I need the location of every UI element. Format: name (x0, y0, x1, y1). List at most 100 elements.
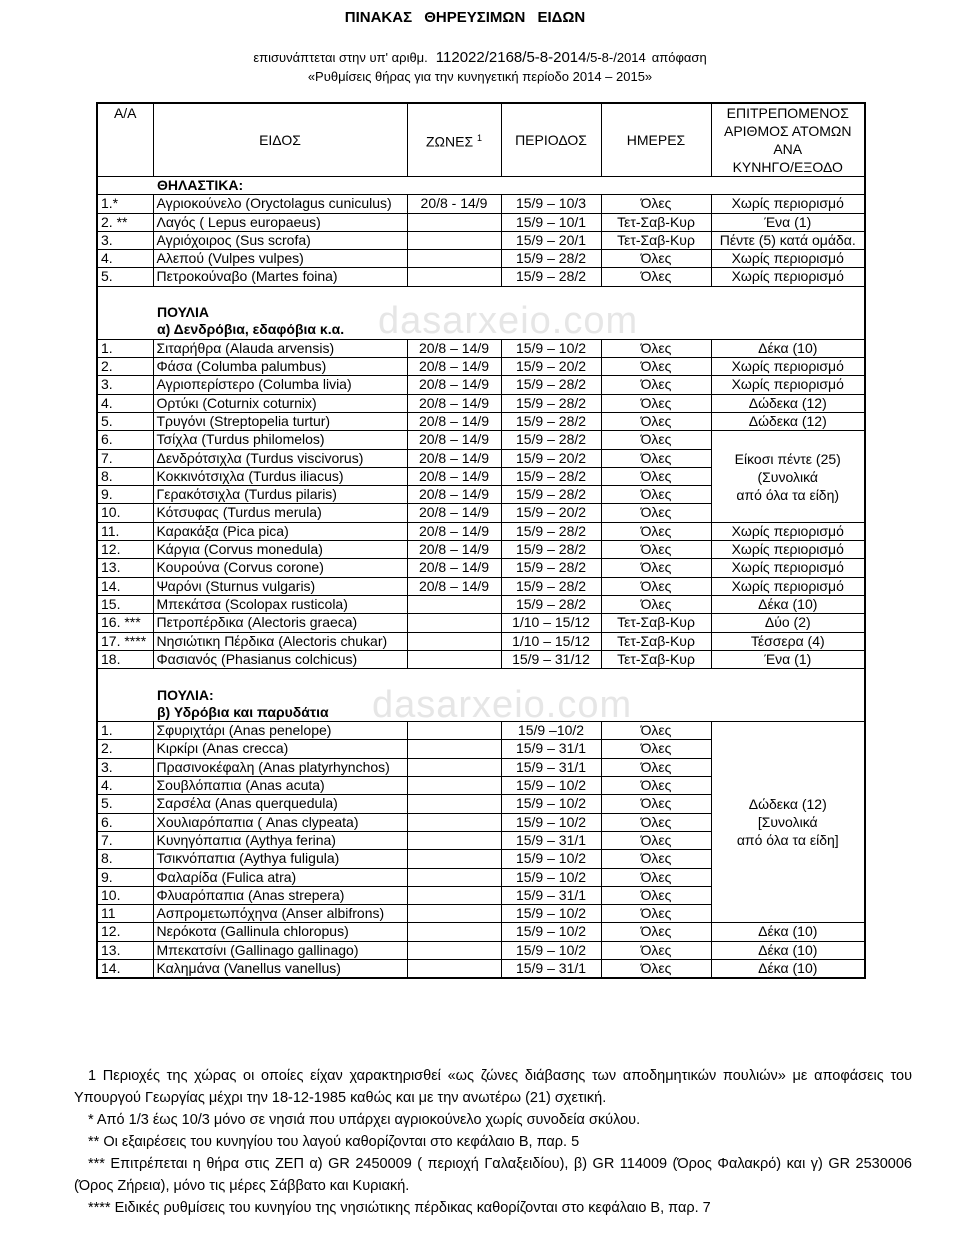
cell-text: Κυνηγόπαπια (Aythya ferina) (156, 831, 336, 848)
cell-text: 1.* (101, 195, 119, 212)
table-row: 4. Ορτύκι (Coturnix coturnix) 20/8 – 14/9 1… (96, 393, 866, 413)
days: Όλες (600, 338, 712, 359)
cell-text: 15/9 – 28/2 (515, 522, 587, 539)
cell-text: 18. (101, 650, 121, 667)
days: Όλες (600, 739, 712, 759)
text-line: ΑΡΙΘΜΟΣ ΑΤΟΜΩΝ (723, 123, 852, 139)
zones (406, 230, 502, 251)
species: Ορτύκι (Coturnix coturnix) (152, 393, 408, 413)
cell-text: Όλες (640, 923, 672, 940)
table-row: 3. Αγριοπερίστερο (Columba livia) 20/8 – 1… (96, 375, 866, 395)
period: 15/9 – 31/1 (500, 757, 602, 778)
cell-text: Όλες (640, 339, 672, 356)
cell-text: Όλες (640, 358, 672, 375)
cell-text: 20/8 – 14/9 (418, 339, 490, 356)
table-row: 15. Μπεκάτσα (Scolopax rusticola) 15/9 – 2… (96, 594, 866, 615)
row-number: 9. (96, 485, 154, 505)
zones: 20/8 – 14/9 (406, 357, 502, 377)
zones (406, 739, 502, 759)
cell-text: Καρακάξα (Pica pica) (156, 522, 289, 539)
days: Όλες (600, 357, 712, 377)
cell-text: Χωρίς περιορισμό (731, 577, 844, 594)
cell-text: 15/9 –10/2 (517, 722, 585, 739)
cell-text: Δώδεκα (12) (748, 394, 827, 411)
cell-text: Δύο (2) (764, 614, 811, 631)
species: Κυνηγόπαπια (Aythya ferina) (152, 830, 408, 851)
cell-text: 20/8 – 14/9 (418, 559, 490, 576)
cell-text: 7. (101, 449, 113, 466)
row-number: 1. (96, 721, 154, 741)
table-row: 8. Κοκκινότσιχλα (Turdus iliacus) 20/8 – 1… (96, 466, 865, 487)
header-cell: Α/Α (96, 102, 154, 177)
cell-text: Σαρσέλα (Anas querquedula) (156, 795, 338, 812)
cell-text: Δέκα (10) (758, 595, 818, 612)
subtitle-text: επισυνάπτεται στην υπ' αριθμ. (253, 50, 428, 65)
row-number: 14. (96, 958, 154, 979)
zones: 20/8 – 14/9 (406, 448, 502, 468)
row-number: 11. (96, 521, 154, 542)
cell-text: 15/9 – 28/2 (515, 376, 587, 393)
species: Χουλιαρόπαπια ( Anas clypeata) (152, 812, 408, 832)
species: Ασπρομετωπόχηνα (Anser albifrons) (152, 904, 408, 924)
row-number: 1. (96, 338, 154, 359)
row-number: 5. (96, 794, 154, 814)
row-number: 16. *** (96, 613, 154, 633)
days: Όλες (600, 812, 712, 832)
days: Όλες (600, 885, 712, 906)
cell-text: 20/8 – 14/9 (418, 376, 490, 393)
footnote: * Από 1/3 έως 10/3 μόνο σε νησιά που υπά… (88, 1112, 641, 1128)
period: 15/9 – 28/2 (500, 466, 602, 487)
zones (406, 631, 502, 651)
days: Όλες (600, 249, 712, 269)
species: Πετροκούναβο (Martes foina) (152, 267, 408, 287)
cell-text: Δέκα (10) (758, 959, 818, 976)
period: 15/9 – 28/2 (500, 521, 602, 542)
cell-text: 15/9 – 28/2 (515, 268, 587, 285)
days: Όλες (600, 940, 712, 960)
cell-text: 5. (101, 268, 113, 285)
text-line: Δώδεκα (12) (748, 796, 827, 813)
cell-text: Λαγός ( Lepus europaeus) (156, 213, 321, 230)
table-row: 2. Κιρκίρι (Anas crecca) 15/9 – 31/1 Όλες (96, 739, 865, 759)
cell-text: Αγριόχοιρος (Sus scrofa) (156, 231, 311, 248)
days: Όλες (600, 411, 712, 432)
limit: Δέκα (10) (710, 594, 866, 615)
text-line: β) Υδρόβια και παρυδάτια (157, 703, 329, 720)
cell-text: 20/8 – 14/9 (418, 394, 490, 411)
cell-text: 4. (101, 250, 113, 267)
cell-text: Όλες (640, 905, 672, 922)
species: Πετροπέρδικα (Alectoris graeca) (152, 613, 408, 633)
zones: 20/8 - 14/9 (406, 194, 502, 214)
cell-text: Πέντε (5) κατά ομάδα. (719, 231, 856, 248)
days: Τετ-Σαβ-Κυρ (600, 212, 712, 232)
cell-text: Όλες (640, 541, 672, 558)
cell-text: 15/9 – 10/1 (515, 213, 587, 230)
cell-text: Φλυαρόπαπια (Anas strepera) (156, 886, 345, 903)
cell-text: Όλες (640, 795, 672, 812)
period: 15/9 – 20/2 (500, 503, 602, 523)
cell-text: 15/9 – 28/2 (515, 541, 587, 558)
table-row: 5. Πετροκούναβο (Martes foina) 15/9 – 28/2… (96, 267, 866, 287)
species: Κουρούνα (Corvus corone) (152, 558, 408, 578)
cell-text: 15/9 – 10/2 (515, 339, 587, 356)
species: Κοκκινότσιχλα (Turdus iliacus) (152, 466, 408, 487)
cell-text: Κοκκινότσιχλα (Turdus iliacus) (156, 467, 344, 484)
table-body: ΘΗΛΑΣΤΙΚΑ: 1.* Αγριοκούνελο (Oryctolagus c… (96, 175, 866, 979)
days: Όλες (600, 904, 712, 924)
cell-text: ΠΕΡΙΟΔΟΣ (515, 132, 587, 148)
zones (406, 613, 502, 633)
cell-text: 15/9 – 10/2 (515, 941, 587, 958)
cell-text: 6. (101, 813, 113, 830)
subtitle-text: απόφαση (651, 50, 707, 65)
cell-text: 9. (101, 868, 113, 885)
period: 15/9 – 10/2 (500, 776, 602, 796)
species: Τσίχλα (Turdus philomelos) (152, 430, 408, 450)
zones: 20/8 – 14/9 (406, 540, 502, 560)
cell-text: Όλες (640, 813, 672, 830)
cell-text: 8. (101, 850, 113, 867)
period: 15/9 – 28/2 (500, 430, 602, 450)
period: 15/9 – 28/2 (500, 375, 602, 395)
period: 15/9 – 10/3 (500, 194, 602, 214)
cell-text: 15/9 – 31/1 (515, 959, 587, 976)
